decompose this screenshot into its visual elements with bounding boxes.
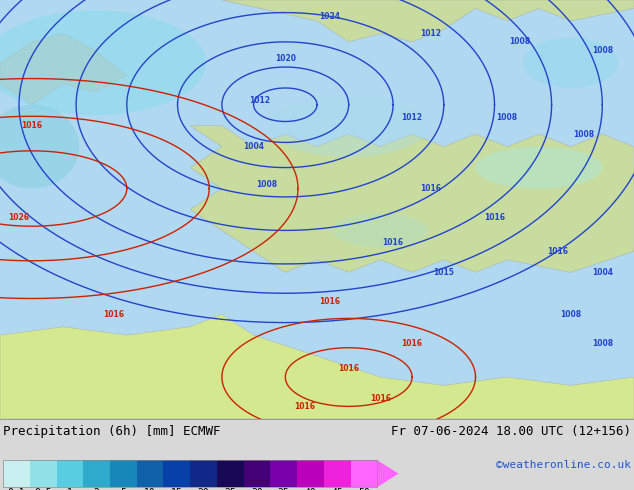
- Text: 1016: 1016: [103, 310, 125, 318]
- Bar: [243, 460, 270, 487]
- Text: 1012: 1012: [420, 29, 442, 38]
- Bar: [324, 460, 351, 487]
- Ellipse shape: [333, 214, 428, 247]
- Text: 1008: 1008: [592, 339, 613, 348]
- Polygon shape: [377, 460, 399, 487]
- Ellipse shape: [0, 10, 206, 115]
- Text: 1015: 1015: [434, 268, 454, 277]
- Text: 2: 2: [94, 488, 100, 490]
- Bar: [190, 460, 217, 487]
- Bar: [83, 460, 110, 487]
- Text: 20: 20: [198, 488, 209, 490]
- Ellipse shape: [0, 105, 79, 189]
- Text: 1004: 1004: [592, 268, 613, 277]
- Text: 1008: 1008: [592, 46, 613, 55]
- Text: 5: 5: [120, 488, 126, 490]
- Text: 1012: 1012: [401, 113, 423, 122]
- Text: 0.1: 0.1: [8, 488, 25, 490]
- Text: 1008: 1008: [256, 180, 277, 189]
- Polygon shape: [0, 33, 127, 105]
- Text: 45: 45: [332, 488, 343, 490]
- Text: 1004: 1004: [243, 142, 264, 151]
- Bar: [164, 460, 190, 487]
- Bar: [351, 460, 377, 487]
- Text: 40: 40: [304, 488, 316, 490]
- Text: 1016: 1016: [294, 402, 315, 411]
- Bar: [110, 460, 137, 487]
- Bar: [30, 460, 56, 487]
- Text: 1008: 1008: [573, 129, 594, 139]
- Text: Precipitation (6h) [mm] ECMWF: Precipitation (6h) [mm] ECMWF: [3, 425, 221, 438]
- Text: 35: 35: [278, 488, 290, 490]
- Bar: [137, 460, 164, 487]
- Ellipse shape: [269, 94, 428, 157]
- Bar: [3, 460, 377, 487]
- Bar: [56, 460, 83, 487]
- Polygon shape: [222, 0, 634, 42]
- Text: 1016: 1016: [401, 339, 423, 348]
- Polygon shape: [0, 314, 634, 419]
- Text: 1020: 1020: [275, 54, 296, 63]
- Text: 1016: 1016: [338, 364, 359, 373]
- Text: 1016: 1016: [484, 213, 505, 222]
- Ellipse shape: [523, 38, 618, 88]
- Text: 1024: 1024: [319, 12, 340, 21]
- Text: 15: 15: [171, 488, 183, 490]
- Text: 1016: 1016: [420, 184, 442, 193]
- Text: ©weatheronline.co.uk: ©weatheronline.co.uk: [496, 460, 631, 470]
- Text: 1: 1: [67, 488, 73, 490]
- Text: 1016: 1016: [21, 121, 42, 130]
- Text: 25: 25: [224, 488, 236, 490]
- Text: 0.5: 0.5: [34, 488, 52, 490]
- Ellipse shape: [476, 147, 602, 189]
- Bar: [217, 460, 243, 487]
- Text: 1026: 1026: [8, 213, 30, 222]
- Bar: [270, 460, 297, 487]
- Text: 1016: 1016: [547, 247, 569, 256]
- Text: 1008: 1008: [496, 113, 518, 122]
- Bar: [297, 460, 324, 487]
- Bar: [3, 460, 30, 487]
- Text: 50: 50: [358, 488, 370, 490]
- Text: 30: 30: [251, 488, 263, 490]
- Polygon shape: [190, 125, 634, 272]
- Text: 1012: 1012: [249, 96, 271, 105]
- Text: 1008: 1008: [560, 310, 581, 318]
- Text: 10: 10: [145, 488, 156, 490]
- Text: 1016: 1016: [370, 393, 391, 402]
- Text: 1016: 1016: [382, 239, 404, 247]
- Text: Fr 07-06-2024 18.00 UTC (12+156): Fr 07-06-2024 18.00 UTC (12+156): [391, 425, 631, 438]
- Text: 1008: 1008: [509, 37, 531, 47]
- Text: 1016: 1016: [319, 297, 340, 306]
